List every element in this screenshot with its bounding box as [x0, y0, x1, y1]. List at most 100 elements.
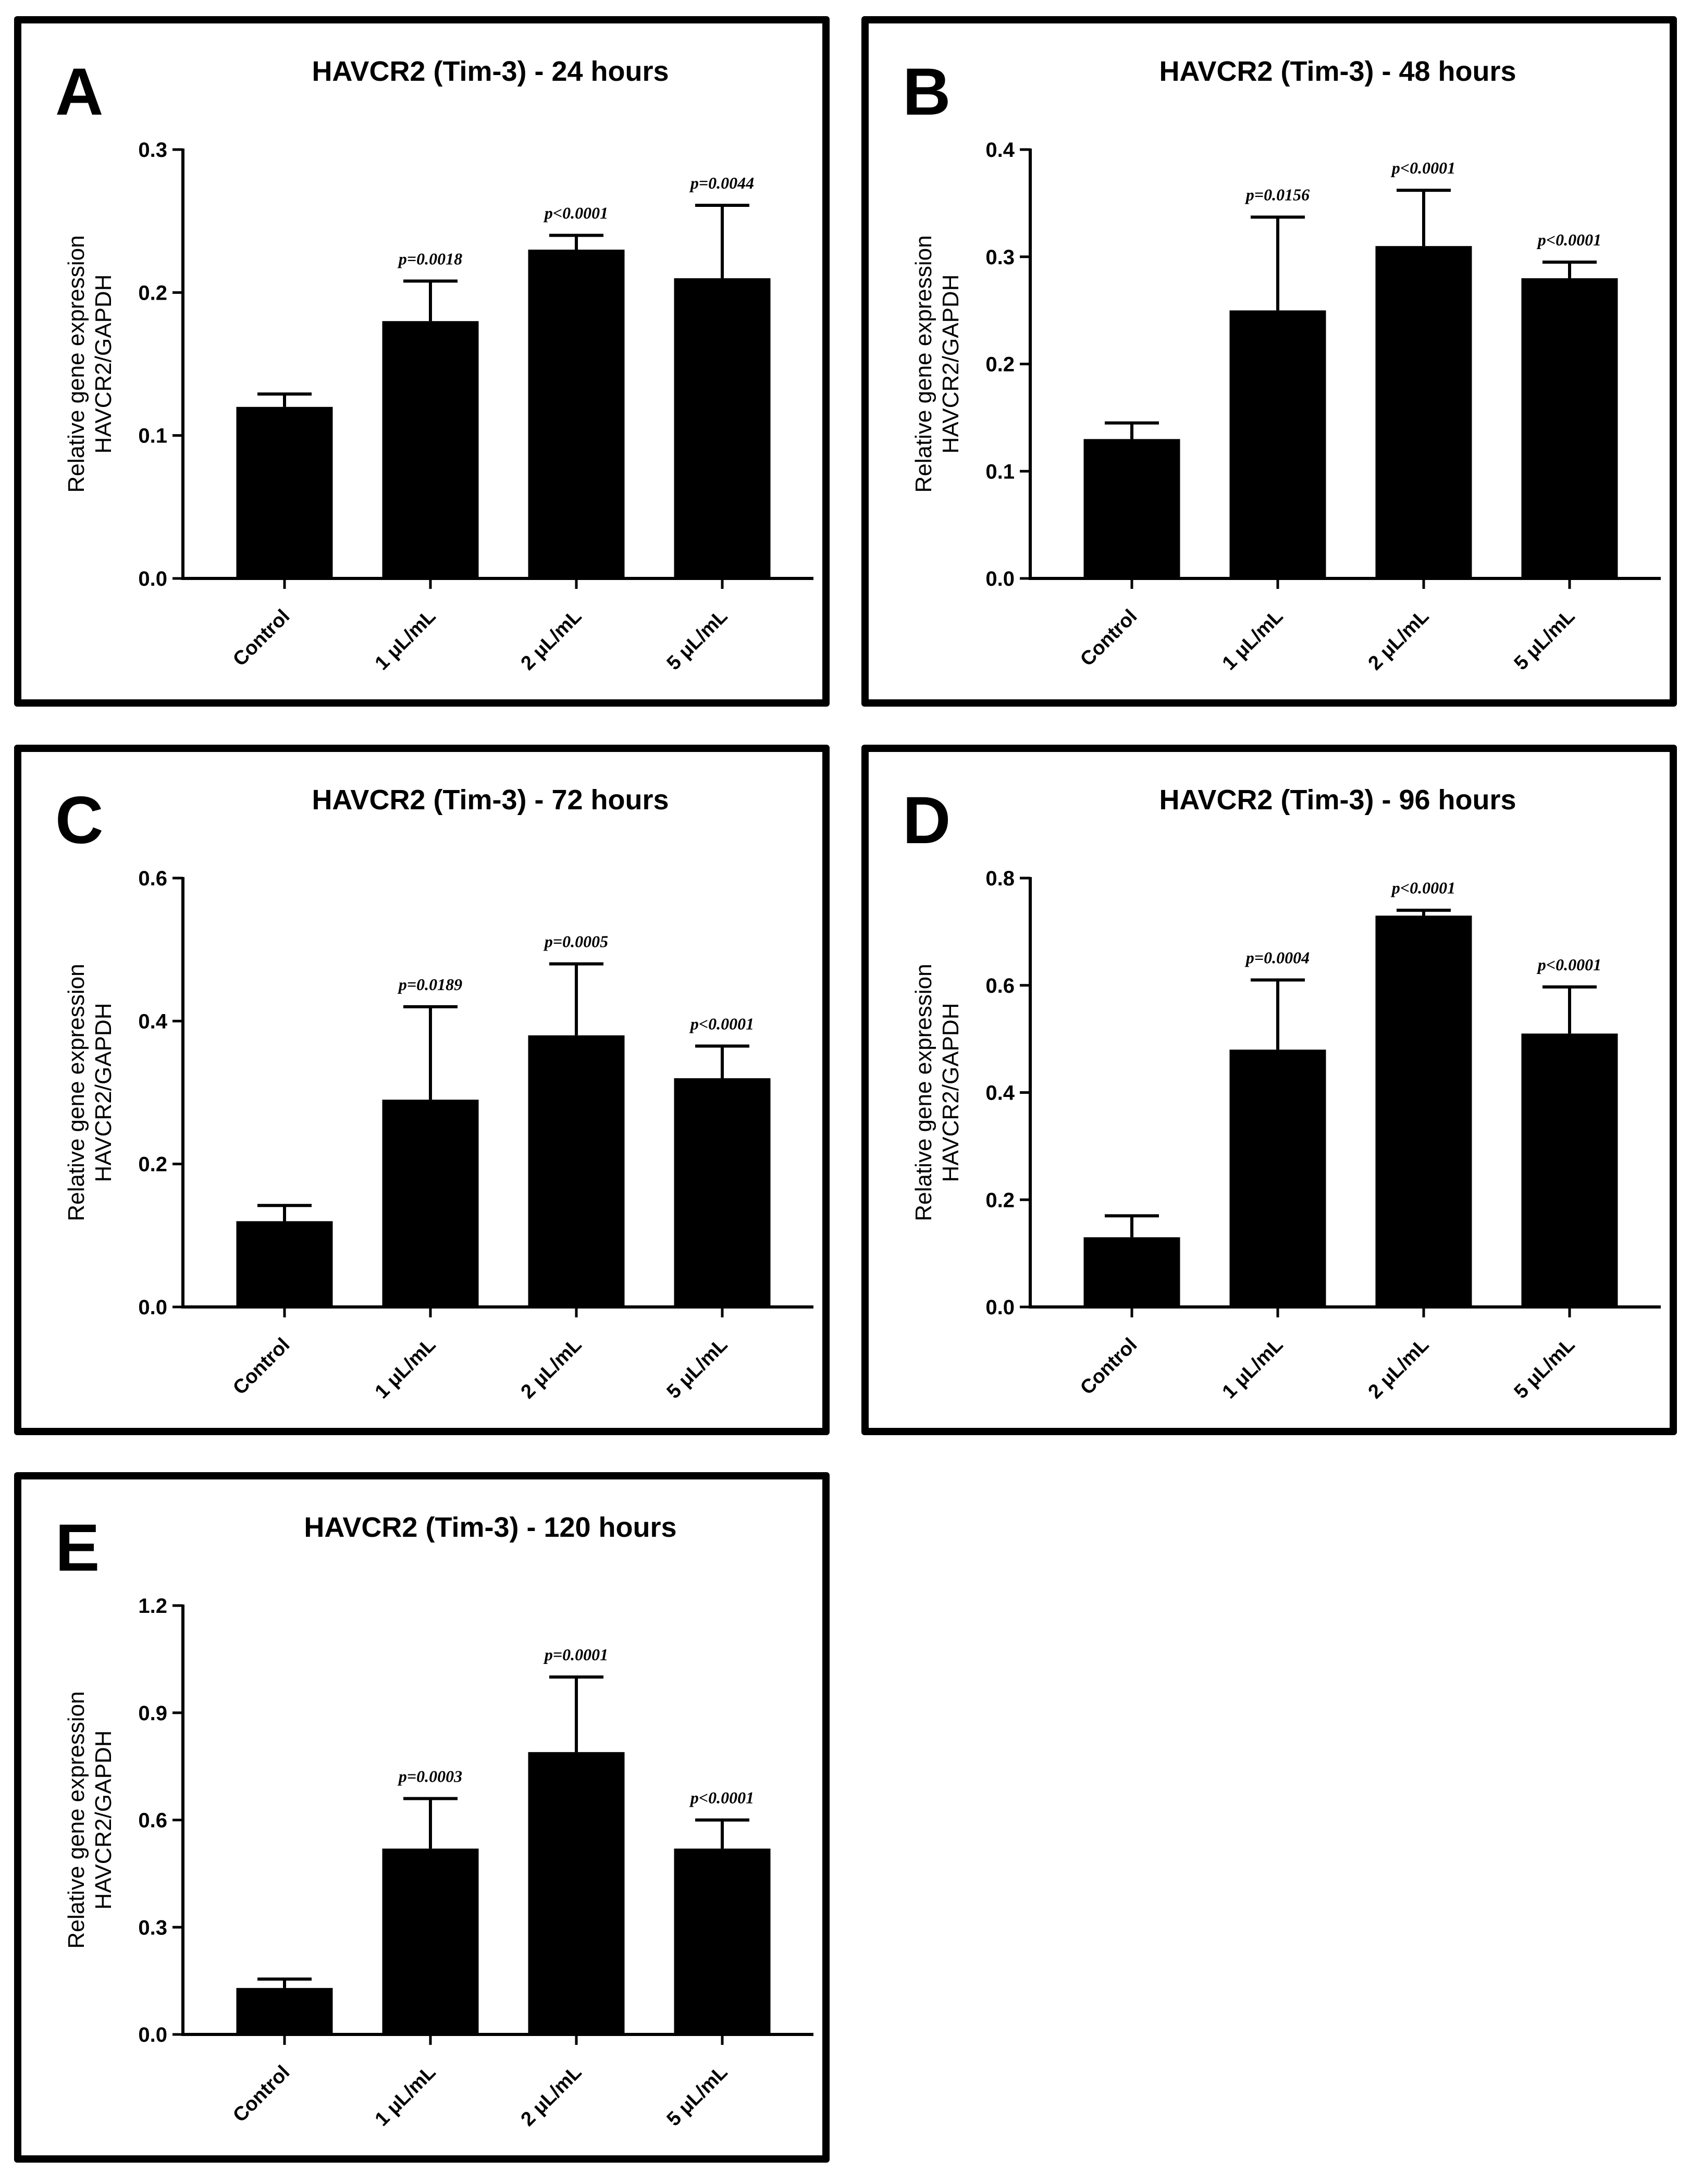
category-label-group: 5 μL/mL [1510, 1334, 1579, 1403]
bar [1375, 246, 1472, 578]
bar [528, 250, 625, 578]
p-value-label: p<0.0001 [689, 1788, 754, 1807]
bar [1229, 1050, 1326, 1307]
category-label: 1 μL/mL [371, 606, 440, 675]
y-tick-label: 0.0 [138, 1296, 167, 1319]
panel-letter: B [903, 55, 951, 129]
category-label: Control [229, 2062, 294, 2127]
chart-title: HAVCR2 (Tim-3) - 48 hours [1159, 56, 1516, 87]
p-value-label: p=0.0004 [1244, 948, 1310, 967]
y-tick-label: 0.3 [138, 139, 167, 162]
y-tick-label: 0.0 [138, 2023, 167, 2046]
panel-c: C HAVCR2 (Tim-3) - 72 hours Relative gene … [14, 745, 830, 1435]
y-axis-label-line: HAVCR2/GAPDH [91, 275, 116, 454]
chart-svg: A HAVCR2 (Tim-3) - 24 hours Relative gene … [55, 55, 813, 675]
bar [1521, 1033, 1618, 1307]
y-axis-label: Relative gene expression HAVCR2/GAPDH [64, 235, 116, 492]
category-label: 5 μL/mL [1510, 1334, 1579, 1403]
p-value-label: p=0.0001 [543, 1645, 608, 1664]
bar [236, 406, 333, 578]
y-axis-label-line: HAVCR2/GAPDH [91, 1003, 116, 1182]
panel-a: A HAVCR2 (Tim-3) - 24 hours Relative gene … [14, 16, 830, 707]
category-label-group: Control [229, 606, 294, 671]
p-value-label: p<0.0001 [1390, 879, 1455, 897]
bar [236, 1221, 333, 1307]
category-label: Control [229, 1334, 294, 1399]
category-label-group: 1 μL/mL [371, 1334, 440, 1403]
category-label: 1 μL/mL [1218, 1334, 1288, 1403]
bar [674, 1078, 771, 1307]
category-label: Control [1076, 1334, 1141, 1399]
y-tick-label: 0.2 [138, 1153, 167, 1176]
category-label-group: Control [229, 2062, 294, 2127]
category-label: Control [229, 606, 294, 671]
panel-letter: D [903, 783, 951, 858]
p-value-label: p<0.0001 [1536, 230, 1601, 249]
y-tick-label: 0.0 [985, 1296, 1015, 1319]
bar [382, 1848, 479, 2034]
category-label-group: 2 μL/mL [517, 606, 586, 675]
y-axis-label: Relative gene expression HAVCR2/GAPDH [64, 964, 116, 1221]
bar [528, 1035, 625, 1307]
p-value-label: p=0.0018 [397, 249, 462, 268]
category-label: 1 μL/mL [1218, 606, 1288, 675]
panel-letter: A [55, 55, 103, 129]
y-axis-label-line: Relative gene expression [64, 235, 89, 492]
y-tick-label: 0.0 [985, 567, 1015, 590]
chart-svg: B HAVCR2 (Tim-3) - 48 hours Relative gene … [903, 55, 1661, 675]
y-axis-label-line: Relative gene expression [911, 235, 936, 492]
category-label: 5 μL/mL [663, 1334, 732, 1403]
chart-title: HAVCR2 (Tim-3) - 96 hours [1159, 784, 1516, 816]
y-axis-label-line: Relative gene expression [911, 964, 936, 1221]
y-axis-label-line: HAVCR2/GAPDH [938, 275, 964, 454]
panel-e: E HAVCR2 (Tim-3) - 120 hours Relative gene… [14, 1472, 830, 2163]
category-label-group: 2 μL/mL [1364, 606, 1434, 675]
y-tick-label: 0.1 [138, 425, 167, 448]
y-tick-label: 0.3 [138, 1916, 167, 1939]
y-axis-label-line: Relative gene expression [64, 964, 89, 1221]
category-label-group: 2 μL/mL [517, 1334, 586, 1403]
panel-letter: C [55, 783, 103, 858]
category-label-group: 1 μL/mL [1218, 1334, 1288, 1403]
bar [1229, 310, 1326, 578]
category-label-group: 1 μL/mL [1218, 606, 1288, 675]
p-value-label: p=0.0003 [397, 1767, 462, 1785]
chart-svg: C HAVCR2 (Tim-3) - 72 hours Relative gene … [55, 783, 813, 1403]
bar [528, 1752, 625, 2034]
category-label: 1 μL/mL [371, 2062, 440, 2131]
category-label-group: 1 μL/mL [371, 2062, 440, 2131]
bar [1083, 1237, 1180, 1307]
p-value-label: p=0.0156 [1244, 186, 1310, 204]
p-value-label: p<0.0001 [543, 204, 608, 223]
category-label: 2 μL/mL [517, 606, 586, 675]
category-label: 2 μL/mL [517, 1334, 586, 1403]
y-axis-label: Relative gene expression HAVCR2/GAPDH [911, 964, 964, 1221]
category-label: 2 μL/mL [1364, 1334, 1434, 1403]
y-tick-label: 0.4 [985, 139, 1015, 162]
category-label: 2 μL/mL [1364, 606, 1434, 675]
category-label-group: 5 μL/mL [663, 1334, 732, 1403]
panel-b: B HAVCR2 (Tim-3) - 48 hours Relative gene … [861, 16, 1677, 707]
category-label: 5 μL/mL [663, 2062, 732, 2131]
y-tick-label: 0.6 [138, 867, 167, 890]
category-label: Control [1076, 606, 1141, 671]
y-tick-label: 0.4 [138, 1010, 167, 1033]
category-label-group: 2 μL/mL [1364, 1334, 1434, 1403]
y-tick-label: 0.2 [138, 281, 167, 304]
chart-title: HAVCR2 (Tim-3) - 72 hours [312, 784, 669, 816]
category-label: 5 μL/mL [1510, 606, 1579, 675]
category-label-group: Control [1076, 1334, 1141, 1399]
category-label-group: 5 μL/mL [663, 606, 732, 675]
chart-title: HAVCR2 (Tim-3) - 24 hours [312, 56, 669, 87]
chart-svg: E HAVCR2 (Tim-3) - 120 hours Relative gene… [55, 1511, 813, 2131]
bar [1521, 278, 1618, 578]
p-value-label: p<0.0001 [1536, 955, 1601, 974]
y-axis-label: Relative gene expression HAVCR2/GAPDH [911, 235, 964, 492]
y-axis-label: Relative gene expression HAVCR2/GAPDH [64, 1691, 116, 1948]
y-tick-label: 0.0 [138, 567, 167, 590]
bar [382, 321, 479, 578]
chart-title: HAVCR2 (Tim-3) - 120 hours [304, 1512, 676, 1543]
bar [236, 1988, 333, 2034]
y-tick-label: 0.8 [985, 867, 1015, 890]
y-tick-label: 0.9 [138, 1702, 167, 1725]
